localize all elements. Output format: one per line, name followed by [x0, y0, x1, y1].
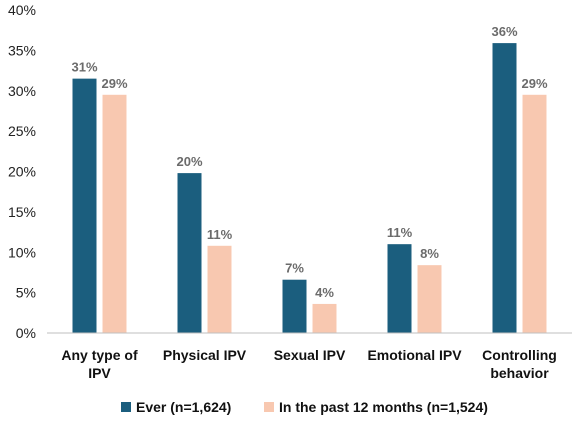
data-labels-group: 31% 29% 20% 11% 7% 4% 11% 8% 36% 29%: [71, 24, 547, 300]
legend-swatch: [121, 402, 131, 412]
data-label: 7%: [285, 261, 304, 276]
y-tick-label: 20%: [8, 164, 36, 180]
x-category-label: Emotional IPV: [367, 347, 462, 363]
x-category-label: IPV: [88, 365, 111, 381]
y-tick-label: 0%: [16, 325, 36, 341]
x-category-label: Controlling: [482, 347, 557, 363]
y-tick-label: 5%: [16, 285, 36, 301]
bar-ever: [492, 43, 517, 334]
y-tick-label: 35%: [8, 42, 36, 58]
bars-group: [72, 43, 547, 334]
legend-swatch: [264, 402, 274, 412]
x-category-label: Physical IPV: [163, 347, 247, 363]
bar-ever: [72, 78, 97, 333]
data-label: 29%: [101, 76, 127, 91]
data-label: 31%: [71, 60, 97, 75]
data-label: 4%: [315, 285, 334, 300]
bar-past-12-months: [207, 245, 232, 333]
y-axis: 0% 5% 10% 15% 20% 25% 30% 35% 40%: [8, 2, 36, 341]
legend-label: In the past 12 months (n=1,524): [279, 399, 488, 415]
data-label: 11%: [387, 225, 413, 240]
bar-past-12-months: [522, 94, 547, 333]
bar-ever: [282, 279, 307, 333]
data-label: 11%: [207, 227, 233, 242]
y-tick-label: 10%: [8, 244, 36, 260]
bar-past-12-months: [102, 94, 127, 333]
data-label: 29%: [521, 76, 547, 91]
y-tick-label: 30%: [8, 83, 36, 99]
data-label: 8%: [420, 246, 439, 261]
y-tick-label: 15%: [8, 204, 36, 220]
bar-past-12-months: [417, 265, 442, 333]
bar-past-12-months: [312, 303, 337, 333]
x-axis: Any type of IPV Physical IPV Sexual IPV Emot…: [47, 332, 572, 381]
bar-ever: [387, 244, 412, 333]
x-category-label: Sexual IPV: [274, 347, 346, 363]
legend-label: Ever (n=1,624): [136, 399, 231, 415]
y-tick-label: 40%: [8, 2, 36, 18]
data-label: 20%: [176, 154, 202, 169]
y-tick-label: 25%: [8, 123, 36, 139]
x-category-label: Any type of: [61, 347, 138, 363]
bar-ever: [177, 173, 202, 333]
x-category-label: behavior: [490, 365, 549, 381]
legend: Ever (n=1,624) In the past 12 months (n=1…: [121, 399, 488, 415]
data-label: 36%: [491, 24, 517, 39]
